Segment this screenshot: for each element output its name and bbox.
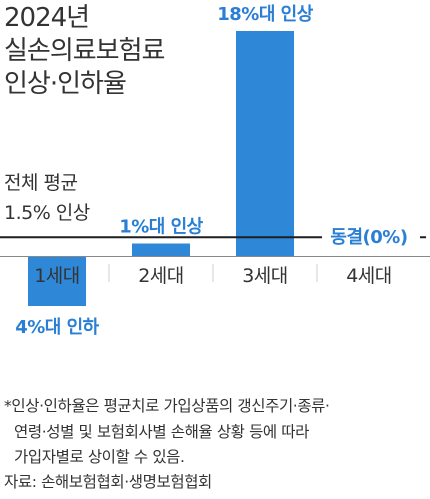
title-line-1: 2024년 [4, 3, 90, 33]
category-label-1: 1세대 [34, 265, 80, 287]
title-line-2: 실손의료보험료 [4, 36, 165, 66]
title-line-3: 인상·인하율 [4, 69, 127, 99]
data-label-2: 1%대 인상 [119, 217, 203, 238]
bar-3 [236, 31, 294, 256]
footnote: *인상·인하율은 평균치로 가입상품의 갱신주기·종류· 연령·성별 및 보험회… [4, 394, 428, 471]
footnote-line-1: *인상·인하율은 평균치로 가입상품의 갱신주기·종류· [4, 397, 330, 415]
bar-1 [28, 256, 86, 306]
average-value: 1.5% 인상 [4, 202, 90, 224]
data-label-3: 18%대 인상 [217, 4, 313, 25]
data-label-background [322, 223, 418, 249]
data-label-1: 4%대 인하 [15, 317, 99, 338]
chart-title: 2024년 실손의료보험료 인상·인하율 [4, 2, 165, 101]
data-label-4: 동결(0%) [330, 227, 407, 248]
category-label-4: 4세대 [346, 265, 392, 287]
bar-2 [132, 243, 190, 256]
category-label-2: 2세대 [138, 265, 184, 287]
source-note: 자료: 손해보험협회·생명보험협회 [4, 473, 212, 491]
footnote-line-3: 가입자별로 상이할 수 있음. [14, 448, 185, 466]
average-label: 전체 평균 [4, 172, 78, 194]
category-label-3: 3세대 [242, 265, 288, 287]
footnote-line-2: 연령·성별 및 보험회사별 손해율 상황 등에 따라 [14, 422, 310, 441]
average-annotation: 전체 평균 1.5% 인상 [4, 168, 90, 228]
